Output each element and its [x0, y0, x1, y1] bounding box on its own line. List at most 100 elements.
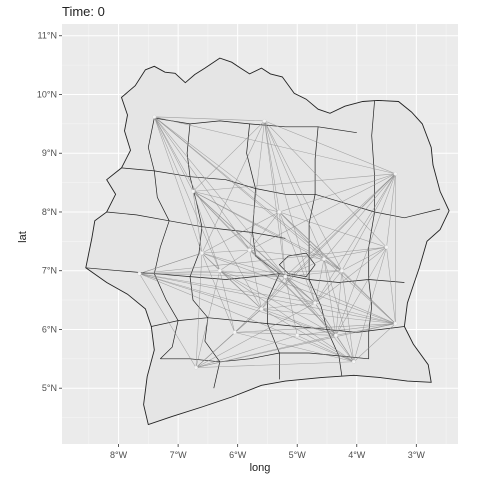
network-edge: [249, 250, 262, 309]
network-edge: [139, 273, 197, 368]
region-border: [121, 167, 441, 219]
network-edge: [341, 270, 355, 362]
network-edge: [249, 173, 396, 251]
network-edge: [201, 249, 250, 254]
network-edge: [219, 270, 337, 336]
network-node: [217, 268, 222, 273]
network-edge: [335, 173, 396, 336]
network-edge: [314, 173, 396, 304]
network-node: [393, 171, 398, 176]
network-edge: [234, 332, 336, 336]
y-tick-label: 5°N: [42, 383, 57, 393]
network-edge: [261, 308, 337, 336]
network-node: [137, 271, 142, 276]
y-tick-label: 9°N: [42, 148, 57, 158]
network-edge: [154, 116, 280, 213]
network-edge: [219, 270, 316, 304]
network-edge: [219, 270, 286, 277]
network-edge: [139, 273, 337, 336]
x-tick-label: 5°W: [289, 450, 307, 460]
network-edge: [201, 252, 286, 277]
network-edge: [154, 116, 203, 254]
network-edge: [279, 211, 325, 260]
network-node: [295, 333, 300, 338]
network-edge: [154, 116, 286, 277]
network-edge: [139, 273, 316, 304]
network-edges: [139, 116, 396, 368]
x-tick-label: 4°W: [348, 450, 366, 460]
network-edge: [285, 276, 396, 324]
region-border: [147, 117, 179, 360]
network-edge: [139, 270, 342, 274]
network-edge: [154, 116, 262, 310]
network-edge: [353, 247, 387, 362]
network-edge: [264, 120, 325, 260]
x-tick-label: 3°W: [408, 450, 426, 460]
network-edge: [323, 173, 396, 260]
network-edge: [315, 302, 396, 324]
network-edge: [154, 116, 221, 271]
network-node: [351, 359, 356, 364]
network-edge: [335, 270, 343, 336]
network-edge: [314, 258, 325, 304]
network-edge: [192, 191, 343, 271]
y-axis: 5°N 6°N 7°N 8°N 9°N 10°N 11°N: [37, 31, 62, 393]
network-edge: [314, 247, 387, 304]
y-tick-label: 10°N: [37, 89, 57, 99]
network-node: [283, 274, 288, 279]
network-node: [333, 333, 338, 338]
network-edge: [139, 273, 396, 324]
network-node: [322, 256, 327, 261]
network-edge: [234, 173, 396, 333]
plot-title: Time: 0: [62, 4, 105, 19]
network-edge: [249, 249, 337, 336]
network-edge: [249, 249, 325, 260]
network-edge: [279, 173, 396, 213]
network-edge: [261, 276, 286, 310]
x-axis-title: long: [250, 462, 271, 474]
network-edge: [386, 173, 396, 248]
network-nodes: [137, 114, 398, 370]
y-tick-label: 8°N: [42, 207, 57, 217]
network-edge: [264, 120, 343, 271]
network-node: [262, 118, 267, 123]
network-edge: [264, 120, 280, 213]
network-edge: [249, 211, 280, 251]
network-edge: [195, 361, 354, 368]
network-edge: [285, 258, 325, 277]
network-node: [193, 365, 198, 370]
network-node: [339, 268, 344, 273]
network-edge: [261, 173, 396, 310]
network-edge: [154, 116, 325, 260]
network-edge: [285, 270, 342, 277]
y-tick-label: 7°N: [42, 266, 57, 276]
network-edge: [261, 302, 316, 310]
network-edge: [139, 270, 220, 274]
network-node: [259, 306, 264, 311]
network-node: [199, 251, 204, 256]
network-edge: [279, 211, 316, 304]
network-edge: [323, 246, 387, 260]
y-tick-label: 11°N: [38, 31, 57, 41]
y-axis-title: lat: [17, 231, 29, 243]
network-edge: [195, 302, 316, 368]
network-edge: [195, 253, 203, 368]
network-edge: [201, 120, 265, 254]
network-edge: [341, 246, 387, 271]
network-edge: [285, 276, 337, 336]
network-edge: [219, 249, 250, 271]
network-node: [393, 321, 398, 326]
network-edge: [192, 173, 396, 192]
network-edge: [195, 323, 396, 368]
network-edge: [139, 246, 387, 274]
network-edge: [323, 258, 355, 362]
network-edge: [201, 211, 280, 254]
region-border: [308, 126, 343, 377]
network-edge: [154, 116, 250, 251]
network-edge: [154, 116, 194, 192]
x-tick-label: 6°W: [229, 450, 247, 460]
network-edge: [314, 270, 343, 304]
network-edge: [285, 276, 355, 362]
